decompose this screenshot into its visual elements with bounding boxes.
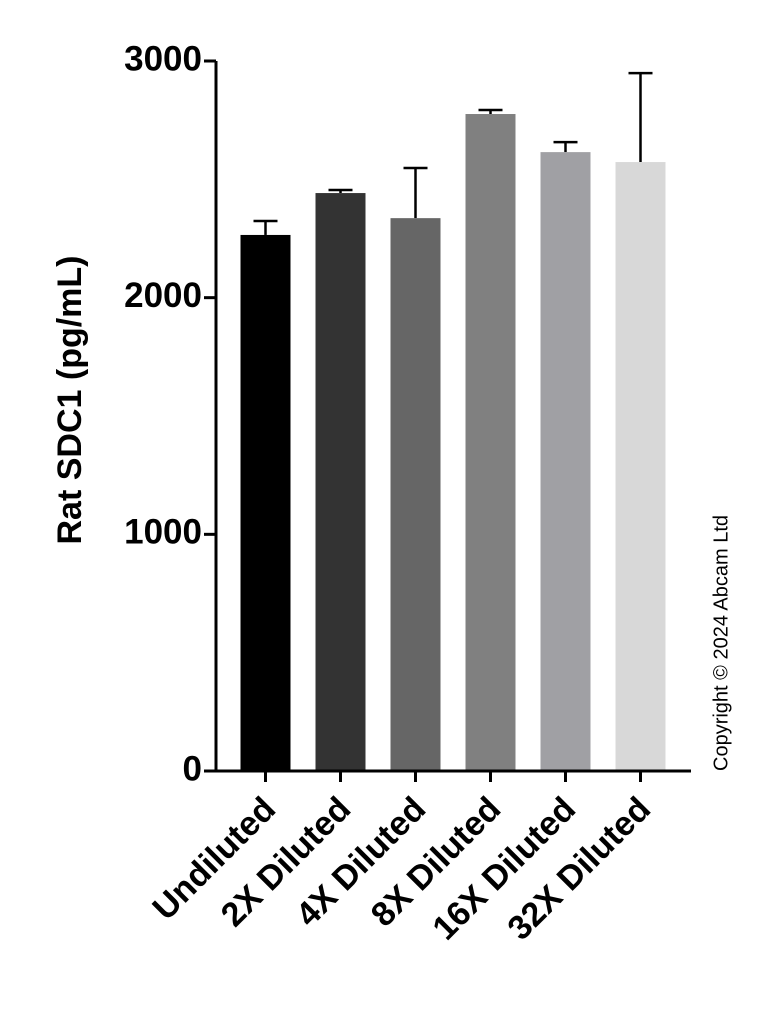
- bar: [390, 218, 441, 771]
- bar: [240, 234, 291, 771]
- bar: [615, 162, 666, 772]
- bar: [540, 152, 591, 771]
- y-axis-label: Rat SDC1 (pg/mL): [51, 256, 89, 545]
- y-tick-label: 1000: [124, 513, 202, 552]
- copyright: Copyright © 2024 Abcam Ltd: [710, 515, 732, 771]
- bar: [315, 193, 366, 771]
- y-tick-label: 0: [183, 749, 202, 788]
- y-tick-label: 2000: [124, 276, 202, 315]
- y-tick-label: 3000: [124, 39, 202, 78]
- bar: [465, 114, 516, 772]
